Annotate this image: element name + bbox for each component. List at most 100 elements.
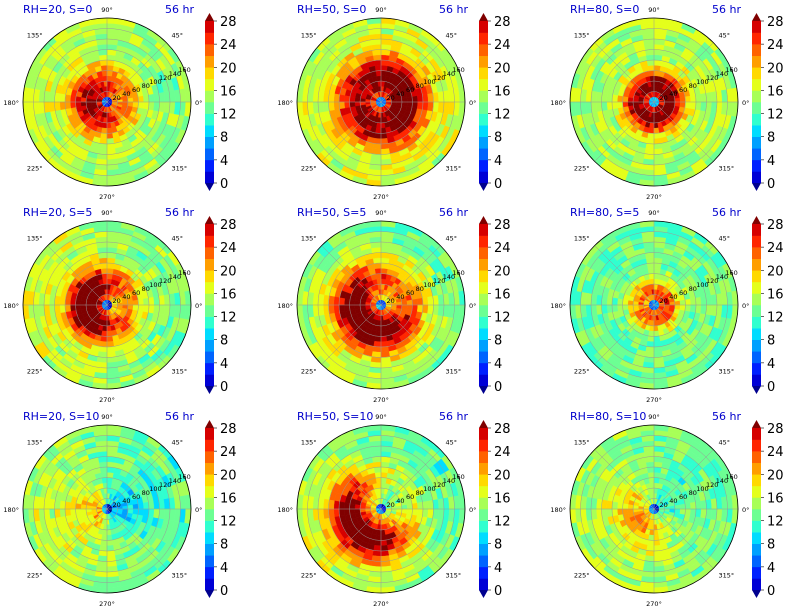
azimuth-tick-label: 270°: [99, 600, 115, 608]
field-cell: [380, 65, 388, 72]
panel-time-label: 56 hr: [165, 3, 194, 16]
colorbar-segment: [205, 102, 214, 114]
field-cell: [371, 49, 382, 56]
field-cell: [106, 477, 113, 484]
field-cell: [100, 132, 108, 139]
radial-tick-label: 160: [178, 66, 190, 74]
field-cell: [606, 101, 613, 111]
field-cell: [97, 148, 108, 155]
field-cell: [373, 466, 382, 474]
azimuth-tick-label: 315°: [718, 367, 734, 375]
colorbar-segment: [479, 328, 488, 341]
colorbar-tick-label: 12: [494, 108, 511, 123]
colorbar-segment: [479, 44, 488, 57]
radial-tick-label: 20: [113, 501, 121, 509]
field-cell: [380, 278, 386, 285]
colorbar-segment: [479, 316, 488, 329]
field-cell: [646, 59, 655, 67]
azimuth-tick-label: 270°: [646, 193, 662, 201]
colorbar-segment: [205, 224, 214, 236]
field-cell: [422, 500, 429, 510]
colorbar-segment: [205, 21, 214, 33]
field-cell: [689, 94, 697, 103]
colorbar-tick-label: 16: [220, 491, 237, 506]
field-cell: [611, 94, 619, 103]
colorbar-segment: [752, 316, 761, 329]
colorbar-tick-label: 0: [494, 177, 502, 192]
field-cell: [617, 95, 624, 103]
colorbar-segment: [752, 136, 761, 149]
field-cell: [653, 59, 662, 67]
colorbar-segment: [205, 293, 214, 306]
radial-tick-label: 160: [178, 473, 190, 481]
field-cell: [137, 304, 144, 312]
field-cell: [380, 544, 389, 552]
field-cell: [647, 335, 655, 342]
radial-tick-label: 140: [169, 70, 181, 78]
field-cell: [679, 304, 686, 311]
field-cell: [75, 299, 82, 306]
colorbar-tick-label: 4: [220, 154, 228, 169]
panel-time-label: 56 hr: [439, 206, 468, 219]
colorbar-segment: [205, 543, 214, 556]
colorbar-segment: [205, 125, 214, 138]
azimuth-tick-label: 225°: [301, 164, 317, 172]
radial-tick-label: 60: [132, 493, 140, 501]
azimuth-tick-label: 45°: [718, 32, 730, 40]
colorbar-segment: [205, 374, 214, 387]
radial-tick-label: 60: [132, 289, 140, 297]
field-cell: [328, 295, 335, 306]
panel-time-label: 56 hr: [165, 206, 194, 219]
field-cell: [64, 101, 72, 110]
field-cell: [653, 49, 664, 56]
field-cell: [142, 101, 150, 110]
field-cell: [380, 252, 391, 259]
field-cell: [653, 273, 660, 280]
field-cell: [427, 92, 434, 103]
radial-tick-label: 80: [416, 82, 424, 90]
field-cell: [427, 508, 434, 519]
field-cell: [328, 499, 335, 510]
field-cell: [695, 101, 702, 111]
azimuth-tick-label: 0°: [742, 99, 749, 107]
polar-panel-7: 2040608010012014016090°45°0°315°270°225°…: [3, 410, 236, 608]
colorbar-tick-label: 4: [767, 154, 775, 169]
colorbar-tick-label: 16: [494, 84, 511, 99]
field-cell: [401, 101, 408, 107]
field-cell: [106, 59, 115, 67]
colorbar-segment: [752, 67, 761, 80]
colorbar-segment: [479, 32, 488, 45]
colorbar-segment: [205, 578, 214, 591]
field-cell: [622, 299, 629, 306]
field-cell: [372, 257, 382, 264]
colorbar-tick-label: 20: [767, 61, 784, 76]
colorbar-segment: [479, 136, 488, 149]
field-cell: [106, 482, 112, 489]
radial-tick-label: 40: [122, 90, 130, 98]
field-cell: [371, 456, 382, 463]
field-cell: [142, 94, 150, 103]
colorbar-tick-label: 16: [767, 287, 784, 302]
field-cell: [59, 296, 66, 306]
colorbar-tick-label: 12: [220, 311, 237, 326]
colorbar-segment: [479, 55, 488, 68]
field-cell: [416, 501, 424, 510]
field-cell: [644, 148, 655, 155]
field-cell: [101, 534, 108, 541]
field-cell: [338, 304, 346, 313]
field-cell: [401, 304, 408, 310]
colorbar-segment: [205, 136, 214, 149]
field-cell: [54, 508, 61, 519]
colorbar-segment: [752, 159, 761, 172]
radial-tick-label: 160: [178, 269, 190, 277]
field-cell: [422, 101, 429, 111]
field-cell: [64, 94, 72, 103]
field-cell: [371, 252, 382, 259]
field-cell: [422, 296, 429, 306]
grid-spoke: [321, 42, 382, 103]
field-cell: [374, 539, 382, 546]
azimuth-tick-label: 180°: [550, 99, 566, 107]
field-cell: [99, 137, 108, 145]
colorbar-segment: [205, 159, 214, 172]
